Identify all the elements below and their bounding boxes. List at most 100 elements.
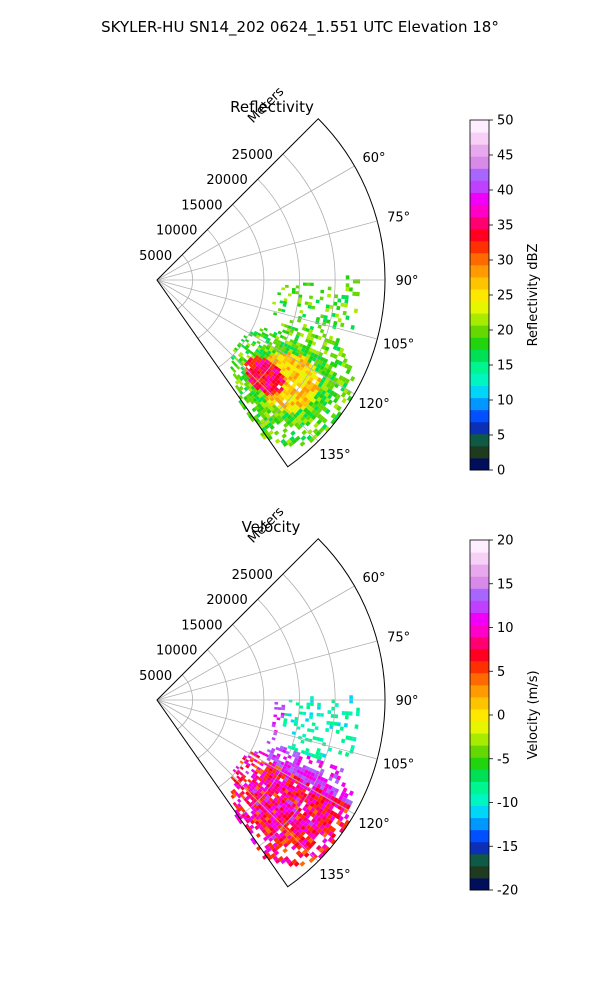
echo-cell — [259, 386, 265, 392]
echo-cell — [255, 334, 261, 339]
echo-cell — [299, 358, 305, 364]
echo-cell — [290, 719, 295, 723]
echo-cell — [304, 846, 311, 853]
echo-cell — [335, 337, 341, 343]
echo-cell — [312, 383, 318, 390]
echo-cell — [316, 396, 322, 403]
echo-cell — [299, 371, 305, 377]
echo-cell — [303, 407, 309, 413]
echo-cell — [254, 405, 260, 411]
echo-cell — [261, 799, 267, 805]
echo-cell — [295, 761, 301, 767]
echo-cell — [259, 391, 265, 397]
echo-cell — [333, 377, 339, 383]
echo-cell — [273, 732, 278, 736]
echo-cell — [336, 411, 342, 418]
colorbar-swatch — [470, 156, 489, 169]
echo-cell — [242, 405, 247, 411]
echo-cell — [352, 291, 357, 296]
echo-cell — [313, 422, 320, 429]
echo-cell — [305, 829, 312, 836]
echo-cell — [285, 354, 290, 359]
echo-cell — [266, 384, 272, 390]
colorbar-swatch — [470, 624, 489, 638]
echo-cell — [327, 825, 334, 831]
echo-cell — [253, 770, 259, 776]
echo-cell — [245, 814, 251, 819]
echo-cell — [245, 380, 251, 385]
echo-cell — [232, 788, 237, 794]
echo-cell — [284, 821, 290, 827]
echo-cell — [290, 377, 296, 383]
echo-cell — [316, 712, 321, 717]
echo-cell — [238, 399, 243, 405]
sector-outline — [156, 118, 386, 468]
echo-cell — [313, 825, 320, 832]
echo-cell — [311, 341, 317, 346]
echo-cell — [263, 377, 269, 383]
echo-cell — [257, 357, 263, 362]
echo-cell — [297, 828, 304, 834]
echo-cell — [350, 324, 355, 330]
range-tick-label: 15000 — [181, 618, 222, 633]
azimuth-spoke — [156, 585, 355, 701]
echo-cell — [299, 389, 305, 395]
echo-cell — [294, 779, 300, 785]
echo-cell — [328, 384, 335, 391]
echo-cell — [292, 340, 298, 345]
echo-cell — [294, 719, 299, 724]
echo-cell — [250, 814, 256, 820]
echo-cell — [269, 816, 275, 822]
echo-cell — [277, 339, 282, 344]
echo-cell — [248, 363, 253, 368]
echo-cell — [292, 408, 298, 415]
echo-cell — [286, 771, 292, 777]
echo-cell — [309, 336, 315, 342]
echo-cell — [254, 355, 260, 360]
echo-cell — [252, 352, 257, 358]
echo-cell — [320, 713, 324, 717]
echo-cell — [317, 382, 323, 388]
echo-cell — [281, 804, 287, 809]
echo-cell — [250, 796, 255, 801]
echo-cell — [278, 855, 284, 862]
range-ring — [197, 229, 229, 339]
colorbar-tick-label: 5 — [497, 665, 505, 680]
echo-cell — [297, 817, 303, 823]
echo-cell — [291, 763, 296, 768]
range-tick-label: 10000 — [156, 224, 197, 239]
echo-cell — [340, 738, 346, 744]
echo-cell — [324, 797, 331, 803]
echo-cell — [266, 404, 272, 410]
echo-cell — [283, 417, 290, 423]
echo-cell — [246, 354, 251, 359]
echo-cell — [245, 371, 250, 376]
echo-cell — [244, 786, 249, 792]
echo-cell — [335, 393, 341, 400]
echo-cell — [326, 808, 332, 814]
echo-cell — [337, 317, 342, 323]
echo-cell — [331, 706, 335, 711]
azimuth-tick-label: 90° — [395, 694, 418, 709]
echo-cell — [279, 832, 285, 838]
echo-cell — [337, 750, 343, 755]
echo-cell — [329, 810, 335, 816]
echo-cell — [259, 355, 264, 360]
echo-cell — [310, 333, 316, 338]
echo-cell — [258, 781, 264, 786]
echo-cell — [299, 309, 304, 314]
echo-cell — [262, 393, 268, 399]
echo-cell — [267, 389, 272, 395]
echo-cell — [302, 344, 307, 350]
range-ring — [238, 598, 300, 818]
echo-cell — [310, 840, 317, 846]
echo-cell — [289, 780, 295, 786]
echo-cell — [328, 776, 334, 782]
echo-cell — [232, 778, 238, 783]
echo-cell — [299, 778, 305, 784]
echo-cell — [269, 424, 275, 430]
echo-cell — [323, 806, 329, 812]
echo-cell — [290, 797, 296, 803]
colorbar-swatch — [470, 288, 489, 302]
colorbar-tick-label: 40 — [497, 184, 514, 199]
